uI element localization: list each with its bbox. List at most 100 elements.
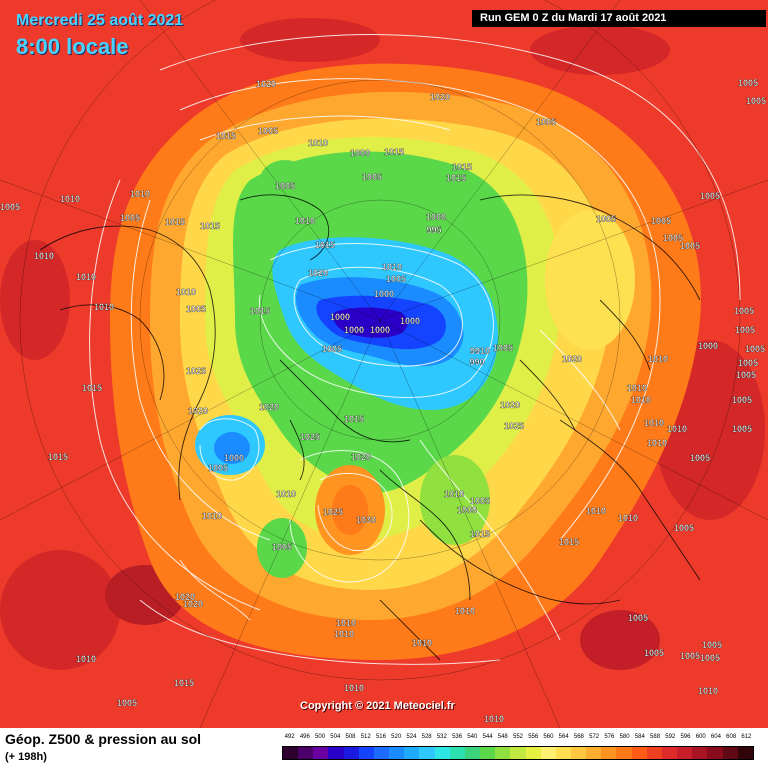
pressure-label: 1005 <box>674 523 694 533</box>
scale-swatch <box>646 747 662 759</box>
pressure-label: 1015 <box>446 173 466 183</box>
pressure-label: 1015 <box>82 383 102 393</box>
scale-swatch <box>464 747 481 759</box>
pressure-label: 9910 <box>470 346 490 356</box>
scale-swatch <box>480 747 496 759</box>
pressure-label: 1005 <box>746 96 766 106</box>
pressure-label: 1020 <box>175 592 195 602</box>
scale-label: 548 <box>497 734 508 740</box>
pressure-label: 1000 <box>400 316 420 326</box>
scale-label: 608 <box>726 734 737 740</box>
pressure-label: 1015 <box>200 221 220 231</box>
scale-label: 516 <box>375 734 386 740</box>
scale-label: 524 <box>406 734 417 740</box>
scale-label: 500 <box>315 734 326 740</box>
pressure-label: 1005 <box>732 395 752 405</box>
scale-label: 556 <box>528 734 539 740</box>
pressure-label: 1025 <box>186 366 206 376</box>
scale-swatch <box>722 747 738 759</box>
pressure-label: 1005 <box>732 424 752 434</box>
pressure-label: 1015 <box>452 162 472 172</box>
pressure-label: 1010 <box>334 629 354 639</box>
scale-swatch <box>737 747 753 759</box>
pressure-label: 1010 <box>627 383 647 393</box>
pressure-label: 1010 <box>644 418 664 428</box>
pressure-label: 1020 <box>259 402 279 412</box>
pressure-label: 1015 <box>165 217 185 227</box>
pressure-label: 1010 <box>130 189 150 199</box>
pressure-label: 1010 <box>94 302 114 312</box>
scale-swatch <box>449 747 465 759</box>
pressure-label: 1005 <box>272 542 292 552</box>
scale-swatch <box>358 747 374 759</box>
pressure-label: 1015 <box>344 414 364 424</box>
pressure-label: 1010 <box>336 618 356 628</box>
scale-label: 596 <box>680 734 691 740</box>
scale-label: 580 <box>619 734 630 740</box>
scale-label: 604 <box>710 734 721 740</box>
pressure-label: 1005 <box>275 181 295 191</box>
scale-swatch <box>586 747 602 759</box>
pressure-label: 1010 <box>202 511 222 521</box>
pressure-label: 1000 <box>698 341 718 351</box>
color-scale-labels: 492 496 500 504 508 512 516 520 524 528 532 536 540 5… <box>282 734 754 744</box>
pressure-label: 1005 <box>738 358 758 368</box>
scale-swatch <box>434 747 450 759</box>
pressure-label: 1010 <box>648 354 668 364</box>
pressure-label: 1005 <box>651 216 671 226</box>
pressure-label: 1010 <box>667 424 687 434</box>
pressure-label: 1000 <box>426 212 446 222</box>
pressure-label: 1005 <box>186 304 206 314</box>
pressure-label: 1020 <box>500 400 520 410</box>
scale-swatch <box>570 747 587 759</box>
scale-label: 528 <box>421 734 432 740</box>
pressure-label: 1010 <box>412 638 432 648</box>
pressure-label: 1005 <box>362 172 382 182</box>
pressure-label: 1010 <box>455 606 475 616</box>
pressure-label: 1020 <box>562 354 582 364</box>
pressure-label: 1005 <box>745 344 765 354</box>
pressure-label: 1005 <box>700 653 720 663</box>
scale-swatch <box>495 747 511 759</box>
pressure-label: 1005 <box>208 463 228 473</box>
pressure-label: 1010 <box>382 262 402 272</box>
pressure-label: 1010 <box>276 489 296 499</box>
scale-label: 504 <box>330 734 341 740</box>
pressure-label: 990 <box>469 357 484 367</box>
scale-label: 512 <box>360 734 371 740</box>
scale-swatch <box>298 747 314 759</box>
pressure-label: 1005 <box>702 640 722 650</box>
scale-label: 496 <box>299 734 310 740</box>
pressure-label: 1020 <box>183 599 203 609</box>
scale-swatch <box>601 747 617 759</box>
scale-label: 560 <box>543 734 554 740</box>
scale-label: 568 <box>573 734 584 740</box>
pressure-label: 1010 <box>34 251 54 261</box>
pressure-label: 1010 <box>444 489 464 499</box>
pressure-label: 1000 <box>344 325 364 335</box>
scale-swatch <box>631 747 647 759</box>
scale-swatch <box>707 747 723 759</box>
pressure-label: 1010 <box>698 686 718 696</box>
pressure-label: 1010 <box>618 513 638 523</box>
scale-swatch <box>419 747 435 759</box>
forecast-lead-time: (+ 198h) <box>5 751 47 763</box>
pressure-label: 1005 <box>700 191 720 201</box>
pressure-label: 1015 <box>216 131 236 141</box>
scale-label: 552 <box>512 734 523 740</box>
scale-label: 532 <box>436 734 447 740</box>
scale-swatch <box>661 747 678 759</box>
pressure-label: 1005 <box>738 78 758 88</box>
pressure-label: 1000 <box>370 325 390 335</box>
scale-swatch <box>283 747 299 759</box>
pressure-label: 1015 <box>559 537 579 547</box>
pressure-label: 1010 <box>484 714 504 724</box>
pressure-label: 1015 <box>48 452 68 462</box>
pressure-label: 1000 <box>457 505 477 515</box>
scale-swatch <box>313 747 329 759</box>
pressure-label: 1005 <box>680 241 700 251</box>
scale-swatch <box>540 747 556 759</box>
pressure-label: 1015 <box>315 240 335 250</box>
pressure-label: 1005 <box>690 453 710 463</box>
